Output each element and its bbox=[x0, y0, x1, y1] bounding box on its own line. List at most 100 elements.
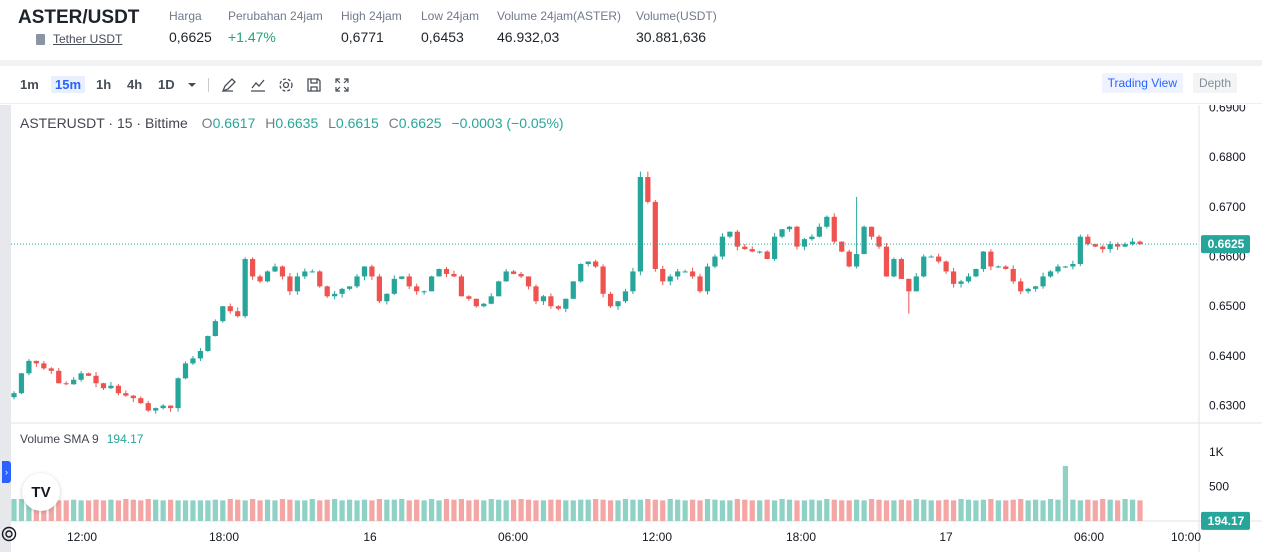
volume-bar bbox=[235, 499, 241, 521]
timeframe-1h[interactable]: 1h bbox=[96, 77, 112, 92]
candle-body bbox=[548, 296, 554, 307]
candle-body bbox=[130, 395, 136, 399]
volume-bar bbox=[1077, 500, 1083, 521]
chevron-down-icon[interactable] bbox=[183, 76, 201, 94]
candle-body bbox=[361, 266, 368, 277]
candle-body bbox=[1100, 246, 1106, 250]
volume-bar bbox=[369, 500, 375, 521]
candle-body bbox=[1077, 236, 1083, 264]
volume-legend: Volume SMA 9 194.17 bbox=[20, 432, 143, 446]
candle-body bbox=[443, 268, 450, 274]
candle-body bbox=[1107, 244, 1113, 250]
candle-body bbox=[160, 405, 166, 409]
candle-body bbox=[205, 336, 211, 351]
candle-body bbox=[369, 266, 375, 277]
chart-area[interactable]: 0.6900 0.6800 0.6700 0.6600 0.6500 0.6400 0.63… bbox=[0, 105, 1262, 552]
candle-body bbox=[220, 306, 226, 322]
candle-body bbox=[1062, 266, 1069, 268]
timeframe-4h[interactable]: 4h bbox=[127, 77, 143, 92]
candle-body bbox=[786, 226, 793, 230]
volume-bar bbox=[212, 499, 218, 521]
candle-body bbox=[533, 286, 539, 302]
timeframe-1m[interactable]: 1m bbox=[20, 77, 39, 92]
price-tick-label: 0.6700 bbox=[1209, 200, 1246, 214]
candle-body bbox=[63, 383, 69, 385]
candle-body bbox=[264, 271, 271, 282]
stat-label: High 24jam bbox=[341, 9, 402, 23]
volume-bar bbox=[965, 499, 972, 521]
candle-body bbox=[727, 231, 733, 237]
candle-body bbox=[936, 256, 942, 262]
candle-body bbox=[898, 259, 904, 279]
volume-bar bbox=[190, 500, 196, 521]
stat-label: Volume(USDT) bbox=[636, 9, 717, 23]
candle-body bbox=[801, 239, 808, 247]
candle-body bbox=[473, 298, 479, 307]
candle-body bbox=[138, 398, 144, 404]
volume-bar bbox=[354, 500, 360, 521]
save-icon[interactable] bbox=[305, 76, 323, 94]
symbol-label: ASTERUSDT · 15 · Bittime bbox=[20, 115, 188, 131]
candle-body bbox=[227, 306, 233, 312]
volume-bar bbox=[816, 500, 822, 521]
volume-bar bbox=[1062, 465, 1069, 521]
volume-bar bbox=[734, 498, 740, 521]
price-tick-label: 0.6800 bbox=[1209, 150, 1246, 164]
fullscreen-icon[interactable] bbox=[333, 76, 351, 94]
volume-bar bbox=[682, 500, 688, 521]
trading-view-button[interactable]: Trading View bbox=[1101, 73, 1183, 93]
candle-body bbox=[339, 288, 345, 294]
volume-bar bbox=[11, 498, 17, 521]
volume-bar bbox=[436, 500, 442, 521]
indicator-icon[interactable] bbox=[249, 76, 267, 94]
chevron-right-icon[interactable]: › bbox=[2, 461, 11, 483]
price-tick-label: 0.6500 bbox=[1209, 299, 1246, 313]
volume-bar bbox=[1010, 499, 1016, 521]
volume-bar bbox=[868, 498, 875, 521]
candle-body bbox=[518, 273, 524, 277]
volume-tick-label: 500 bbox=[1209, 480, 1229, 494]
volume-bar bbox=[361, 499, 368, 521]
candle-body bbox=[883, 246, 890, 277]
book-icon bbox=[36, 34, 45, 45]
tradingview-logo[interactable]: TV bbox=[22, 473, 60, 511]
volume-bar bbox=[115, 500, 122, 521]
candle-body bbox=[578, 264, 584, 282]
volume-bar bbox=[988, 498, 994, 521]
axis-settings-icon[interactable] bbox=[0, 525, 18, 543]
candlestick-chart[interactable]: 0.69000.68000.67000.66000.65000.64000.63… bbox=[0, 105, 1262, 552]
candle-body bbox=[757, 251, 763, 253]
volume-bar bbox=[332, 498, 338, 521]
candle-body bbox=[1085, 236, 1091, 245]
volume-bar bbox=[48, 500, 54, 521]
depth-button[interactable]: Depth bbox=[1192, 73, 1237, 93]
volume-bar bbox=[1100, 498, 1106, 521]
timeframe-15m[interactable]: 15m bbox=[51, 76, 86, 93]
quote-asset-link[interactable]: Tether USDT bbox=[53, 32, 123, 46]
volume-bar bbox=[1115, 500, 1121, 521]
volume-bar bbox=[257, 500, 263, 521]
stat-low: Low 24jam 0,6453 bbox=[421, 9, 479, 45]
candle-body bbox=[458, 276, 465, 297]
candle-body bbox=[563, 298, 569, 309]
candle-body bbox=[414, 286, 420, 292]
volume-bar bbox=[950, 500, 957, 521]
draw-icon[interactable] bbox=[220, 76, 238, 94]
volume-bar bbox=[801, 500, 808, 521]
volume-bar bbox=[563, 500, 569, 521]
volume-bar bbox=[786, 499, 793, 521]
volume-bar bbox=[525, 499, 532, 521]
volume-bar bbox=[1129, 499, 1136, 521]
ohlc-legend: ASTERUSDT · 15 · Bittime O0.6617 H0.6635… bbox=[20, 115, 564, 131]
volume-bar bbox=[227, 498, 233, 521]
volume-bar bbox=[1055, 499, 1061, 521]
settings-icon[interactable] bbox=[277, 76, 295, 94]
candle-body bbox=[294, 276, 300, 292]
time-tick-label: 17 bbox=[939, 530, 953, 544]
candle-body bbox=[876, 236, 882, 247]
timeframe-1d[interactable]: 1D bbox=[158, 77, 175, 92]
volume-bar bbox=[809, 499, 815, 521]
volume-bar bbox=[742, 499, 748, 521]
volume-bar bbox=[488, 498, 494, 521]
volume-bar bbox=[250, 498, 256, 521]
